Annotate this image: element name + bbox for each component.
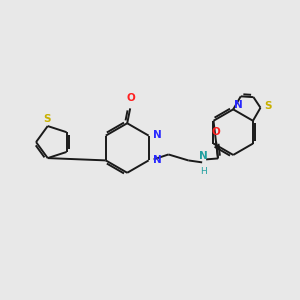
Text: N: N <box>153 130 161 140</box>
Text: O: O <box>127 93 136 103</box>
Text: S: S <box>264 101 272 111</box>
Text: O: O <box>212 127 220 136</box>
Text: N: N <box>199 152 208 161</box>
Text: H: H <box>200 167 206 176</box>
Text: S: S <box>43 114 50 124</box>
Text: N: N <box>234 100 243 110</box>
Text: N: N <box>153 155 161 165</box>
